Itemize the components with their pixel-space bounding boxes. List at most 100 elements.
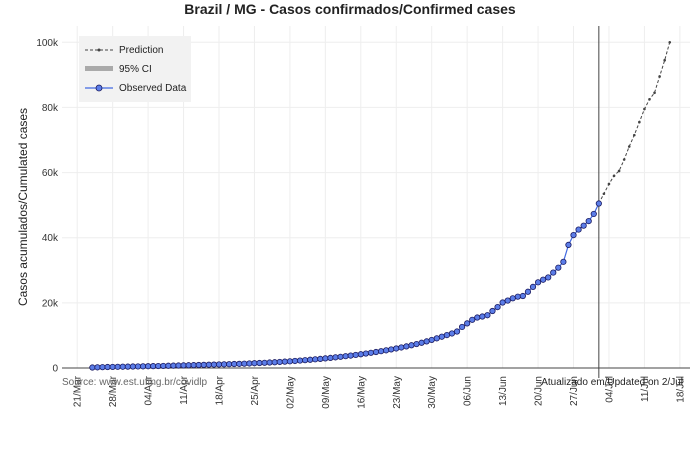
observed-data-point [195,361,202,369]
observed-data-point [210,361,218,368]
observed-data-point [220,361,228,368]
x-tick-label: 11/Jul [640,376,651,402]
observed-data-point [251,360,258,367]
observed-data-point [585,218,592,225]
observed-data-point [393,345,400,352]
x-tick-label: 06/Jun [463,376,474,406]
observed-data-point [134,363,142,370]
observed-data-point [205,361,212,368]
prediction-point [658,75,661,78]
observed-data-point [215,361,223,368]
prediction-point [668,40,672,44]
legend-prediction-label: Prediction [119,45,163,56]
legend-ci-swatch [85,66,113,71]
observed-data-point [595,200,602,207]
observed-data-point [580,222,587,229]
observed-data-point [266,359,273,366]
observed-data-point [160,362,167,370]
observed-data-point [241,360,248,367]
observed-data-point [129,363,137,370]
prediction-point [648,97,651,101]
prediction-point [653,91,656,95]
observed-data-point [261,359,268,366]
observed-data-point [347,352,354,359]
observed-data-point [271,359,278,366]
x-tick-labels: 21/Mar 28/Mar 04/Apr 11/Apr 18/Apr 25/Apr 02/M… [73,375,687,408]
y-tick-label: 20k [42,298,59,309]
observed-data-point [352,351,359,359]
observed-data-point [286,358,294,365]
observed-data-point [256,359,263,367]
observed-data-point [155,362,162,370]
observed-data-point [170,362,177,369]
updated-annotation: Atualizado em/Updated on 2/Jul [541,377,683,388]
prediction-point [632,133,636,137]
prediction-point [607,182,611,186]
prediction-point [622,158,626,161]
observed-data-point [388,346,395,353]
y-tick-label: 100k [36,38,59,49]
observed-data-point [514,293,521,300]
source-annotation: Source: www.est.ufmg.br/covidlp [62,377,207,388]
observed-data-point [377,348,385,355]
x-tick-label: 18/Jul [675,376,686,403]
legend-prediction-marker [97,48,101,52]
observed-data-point [560,258,567,265]
observed-data-point [357,351,364,358]
observed-data-point [464,320,471,327]
legend-observed-label: Observed Data [119,83,187,94]
observed-data-point [312,356,319,363]
observed-data-point [307,356,314,363]
observed-data-point [398,344,405,351]
observed-data-point [519,292,526,300]
observed-data-point [89,364,96,371]
x-tick-label: 04/Apr [144,375,155,405]
observed-data-point [443,332,451,339]
observed-data-point [448,330,456,337]
x-tick-label: 23/May [392,376,403,409]
observed-data-point [114,363,121,370]
observed-data-point [99,364,106,371]
observed-data-point [438,333,445,340]
observed-data-point [504,297,511,304]
prediction-point [638,120,641,124]
observed-data-point [484,312,491,319]
x-tick-label: 25/Apr [250,375,261,405]
observed-data-point [540,276,547,283]
observed-data-point [236,360,243,367]
observed-data-point [534,279,542,286]
grid [62,26,690,368]
observed-data-point [200,361,207,368]
observed-data-point [575,226,582,233]
observed-data-point [550,269,557,276]
x-tick-label: 21/Mar [73,375,84,407]
observed-data-point [362,350,369,357]
observed-data-point [565,241,572,248]
observed-data-point [433,335,440,342]
observed-data-point [403,343,410,350]
observed-data-point [246,360,253,367]
legend: Prediction 95% CI Observed Data [79,36,191,102]
observed-data-point [590,210,597,218]
observed-data-point [423,338,430,345]
observed-data-point [317,355,324,362]
x-tick-label: 18/Apr [215,375,226,405]
x-tick-label: 11/Apr [179,375,190,404]
observed-data-point [494,303,501,311]
observed-data-point [94,364,101,371]
observed-data-point [428,336,435,344]
legend-observed-marker [95,84,103,92]
observed-data-point [372,348,380,356]
observed-data-point [301,357,309,364]
observed-data-point [458,323,466,331]
observed-data-point [555,264,562,271]
observed-data-point [226,361,233,368]
prediction-point [612,174,616,178]
observed-data-point [499,299,506,306]
prediction-point [643,107,646,111]
x-tick-label: 09/May [321,376,332,409]
observed-data-point [144,363,152,370]
observed-data-point [124,363,131,370]
observed-data-point [150,363,157,370]
